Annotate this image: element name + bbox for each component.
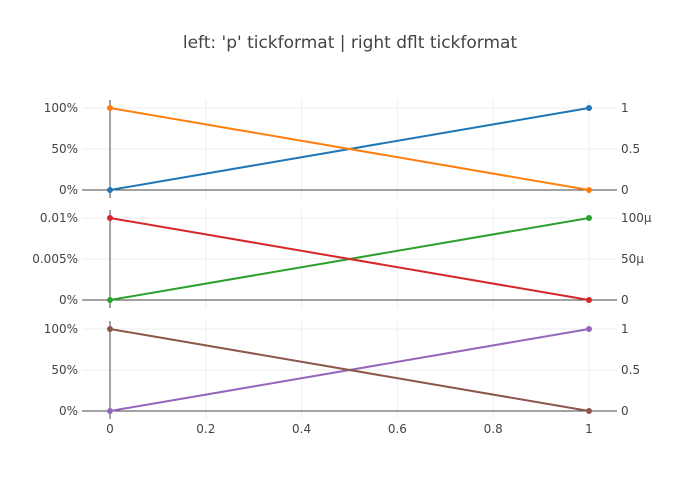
data-point xyxy=(586,105,592,111)
x-tick-label: 0 xyxy=(106,422,114,436)
left-y-tick-label: 0% xyxy=(59,183,78,197)
x-tick-label: 0.2 xyxy=(196,422,215,436)
left-y-tick-label: 0% xyxy=(59,404,78,418)
series-line xyxy=(109,328,590,412)
data-point xyxy=(107,408,113,414)
left-y-tick-label: 100% xyxy=(44,322,78,336)
left-y-tick-label: 50% xyxy=(51,142,78,156)
data-point xyxy=(586,297,592,303)
data-point xyxy=(586,326,592,332)
series-line xyxy=(109,107,590,191)
data-point xyxy=(107,215,113,221)
x-tick-label: 0.6 xyxy=(388,422,407,436)
x-tick-label: 0.8 xyxy=(484,422,503,436)
right-y-tick-label: 50μ xyxy=(621,252,644,266)
left-y-tick-label: 100% xyxy=(44,101,78,115)
right-y-tick-label: 0 xyxy=(621,404,629,418)
left-y-tick-label: 50% xyxy=(51,363,78,377)
chart-title: left: 'p' tickformat | right dflt tickfo… xyxy=(182,33,518,53)
left-y-tick-label: 0.01% xyxy=(40,211,78,225)
data-point xyxy=(107,297,113,303)
right-y-tick-label: 1 xyxy=(621,101,629,115)
data-point xyxy=(107,326,113,332)
left-y-tick-label: 0% xyxy=(59,293,78,307)
data-point xyxy=(586,408,592,414)
series-line xyxy=(109,217,590,301)
left-y-tick-label: 0.005% xyxy=(32,252,78,266)
right-y-tick-label: 100μ xyxy=(621,211,652,225)
data-point xyxy=(586,215,592,221)
right-y-tick-label: 0 xyxy=(621,293,629,307)
x-tick-label: 0.4 xyxy=(292,422,311,436)
right-y-tick-label: 0 xyxy=(621,183,629,197)
data-point xyxy=(586,187,592,193)
data-point xyxy=(107,105,113,111)
right-y-tick-label: 1 xyxy=(621,322,629,336)
x-tick-label: 1 xyxy=(585,422,593,436)
right-y-tick-label: 0.5 xyxy=(621,363,640,377)
right-y-tick-label: 0.5 xyxy=(621,142,640,156)
data-point xyxy=(107,187,113,193)
